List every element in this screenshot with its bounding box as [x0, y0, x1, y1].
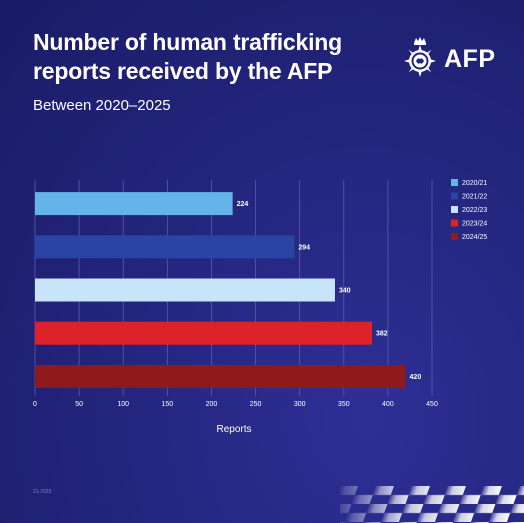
legend-swatch — [451, 219, 458, 227]
x-tick-label: 200 — [206, 401, 218, 408]
legend-entry: 2023/24 — [462, 221, 487, 228]
x-tick-label: 250 — [250, 401, 262, 408]
bar-2020-21 — [35, 192, 233, 216]
x-tick-label: 50 — [75, 401, 83, 408]
chart-title: Number of human trafficking reports rece… — [33, 29, 342, 84]
bar-2024-25 — [35, 364, 406, 388]
legend-swatch — [451, 206, 458, 213]
bar-2022-23 — [35, 278, 335, 302]
legend-swatch — [451, 192, 458, 200]
data-label: 420 — [410, 374, 422, 381]
legend-swatch — [451, 179, 458, 186]
legend-entry: 2020/21 — [462, 180, 487, 187]
x-tick-label: 350 — [338, 401, 350, 408]
x-axis-title: Reports — [216, 424, 251, 435]
footer-code: 21-2025 — [33, 489, 52, 495]
legend-entry: 2024/25 — [462, 234, 487, 241]
x-tick-label: 450 — [426, 401, 438, 408]
legend-entry: 2022/23 — [462, 207, 487, 214]
x-tick-label: 0 — [33, 401, 37, 408]
afp-wordmark: AFP — [444, 45, 496, 73]
afp-logo: AFP — [400, 35, 500, 85]
x-tick-label: 150 — [161, 401, 173, 408]
x-tick-label: 300 — [294, 401, 306, 408]
afp-crest-icon — [404, 37, 436, 77]
checkered-band-decoration — [340, 486, 524, 523]
data-label: 294 — [298, 244, 310, 251]
data-label: 224 — [237, 201, 249, 208]
data-label: 382 — [376, 331, 388, 338]
legend-entry: 2021/22 — [462, 194, 487, 201]
bar-2023-24 — [35, 321, 373, 345]
data-label: 340 — [339, 288, 351, 295]
chart-subtitle: Between 2020–2025 — [33, 97, 171, 114]
x-tick-label: 100 — [117, 401, 129, 408]
bar-chart: 0 50 100 150 200 250 300 350 400 450 224 294 340 382 4… — [33, 179, 487, 435]
bar-2021-22 — [35, 235, 295, 259]
legend-swatch — [451, 233, 458, 240]
x-tick-label: 400 — [382, 401, 394, 408]
